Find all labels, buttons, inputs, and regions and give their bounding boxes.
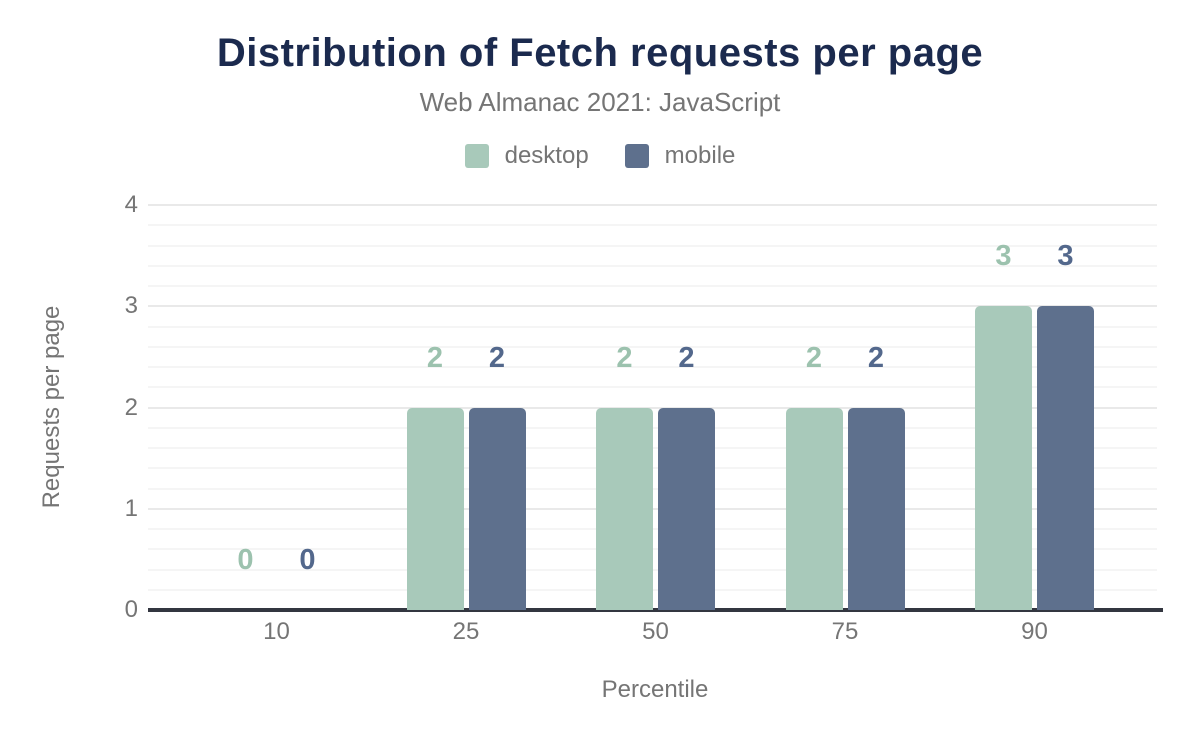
bar-mobile-p90[interactable] — [1037, 306, 1094, 610]
y-tick-label: 2 — [124, 393, 138, 421]
legend-item-label: desktop — [504, 142, 589, 169]
value-label-desktop-p10: 0 — [237, 544, 254, 576]
x-tick-label: 75 — [831, 618, 859, 645]
legend-swatch-desktop — [464, 144, 489, 168]
gridline — [148, 305, 1157, 308]
x-tick-label: 25 — [452, 618, 480, 645]
gridline — [148, 264, 1157, 267]
gridline — [148, 386, 1157, 389]
gridline — [148, 406, 1157, 409]
legend-item-desktop[interactable]: desktop — [464, 142, 589, 170]
gridline — [148, 366, 1157, 368]
bar-desktop-p75[interactable] — [785, 407, 843, 610]
bar-mobile-p50[interactable] — [658, 407, 715, 610]
value-label-mobile-p75: 2 — [867, 341, 885, 374]
x-tick-label: 50 — [642, 618, 669, 645]
bar-desktop-p25[interactable] — [406, 407, 464, 610]
legend-item-mobile[interactable]: mobile — [624, 142, 736, 170]
y-tick-label: 1 — [124, 494, 138, 522]
x-tick-label: 10 — [263, 618, 290, 645]
bar-mobile-p25[interactable] — [468, 407, 526, 610]
gridline — [148, 285, 1157, 287]
bar-desktop-p90[interactable] — [975, 306, 1032, 610]
value-label-desktop-p75: 2 — [805, 341, 823, 374]
gridline — [148, 345, 1157, 348]
chart-title: Distribution of Fetch requests per page — [216, 31, 984, 75]
legend: desktop mobile — [0, 142, 1200, 170]
y-tick-label: 3 — [124, 292, 138, 320]
value-label-mobile-p25: 2 — [488, 341, 506, 374]
value-label-mobile-p90: 3 — [1057, 240, 1074, 273]
gridline — [148, 204, 1157, 206]
y-tick-label: 0 — [124, 596, 138, 623]
x-axis-line — [148, 608, 1163, 612]
value-label-desktop-p90: 3 — [995, 240, 1012, 273]
value-label-desktop-p25: 2 — [426, 341, 444, 374]
x-axis-title: Percentile — [601, 676, 709, 703]
legend-item-label: mobile — [664, 142, 736, 169]
value-label-mobile-p50: 2 — [678, 341, 695, 374]
gridline — [148, 325, 1157, 328]
bar-desktop-p50[interactable] — [596, 407, 653, 610]
y-tick-label: 4 — [124, 191, 138, 218]
gridline — [148, 224, 1157, 227]
gridline — [148, 244, 1157, 247]
value-label-desktop-p50: 2 — [616, 341, 633, 374]
legend-swatch-mobile — [624, 144, 649, 168]
x-tick-label: 90 — [1021, 618, 1048, 645]
chart-subtitle: Web Almanac 2021: JavaScript — [419, 87, 781, 117]
value-label-mobile-p10: 0 — [299, 544, 316, 576]
bar-mobile-p75[interactable] — [847, 407, 905, 610]
